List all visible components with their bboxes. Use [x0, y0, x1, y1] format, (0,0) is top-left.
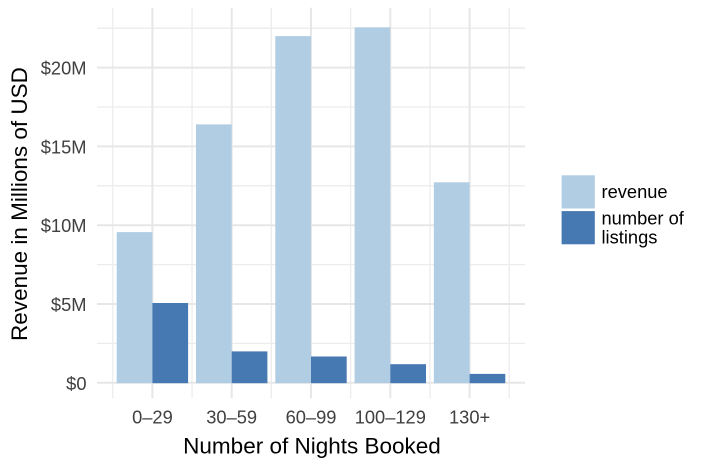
svg-text:revenue: revenue: [602, 181, 668, 202]
svg-text:30–59: 30–59: [206, 407, 257, 428]
svg-text:$5M: $5M: [51, 294, 87, 315]
svg-text:$10M: $10M: [41, 215, 87, 236]
svg-text:0–29: 0–29: [132, 407, 173, 428]
svg-text:$15M: $15M: [41, 136, 87, 157]
svg-text:100–129: 100–129: [355, 407, 426, 428]
svg-text:listings: listings: [602, 227, 658, 248]
svg-text:$0: $0: [66, 373, 86, 394]
svg-text:Revenue in Millions of USD: Revenue in Millions of USD: [7, 67, 32, 341]
svg-text:Number of Nights Booked: Number of Nights Booked: [183, 433, 441, 458]
svg-text:number of: number of: [602, 208, 685, 229]
svg-text:130+: 130+: [449, 407, 490, 428]
svg-text:60–99: 60–99: [286, 407, 337, 428]
svg-text:$20M: $20M: [41, 58, 87, 79]
